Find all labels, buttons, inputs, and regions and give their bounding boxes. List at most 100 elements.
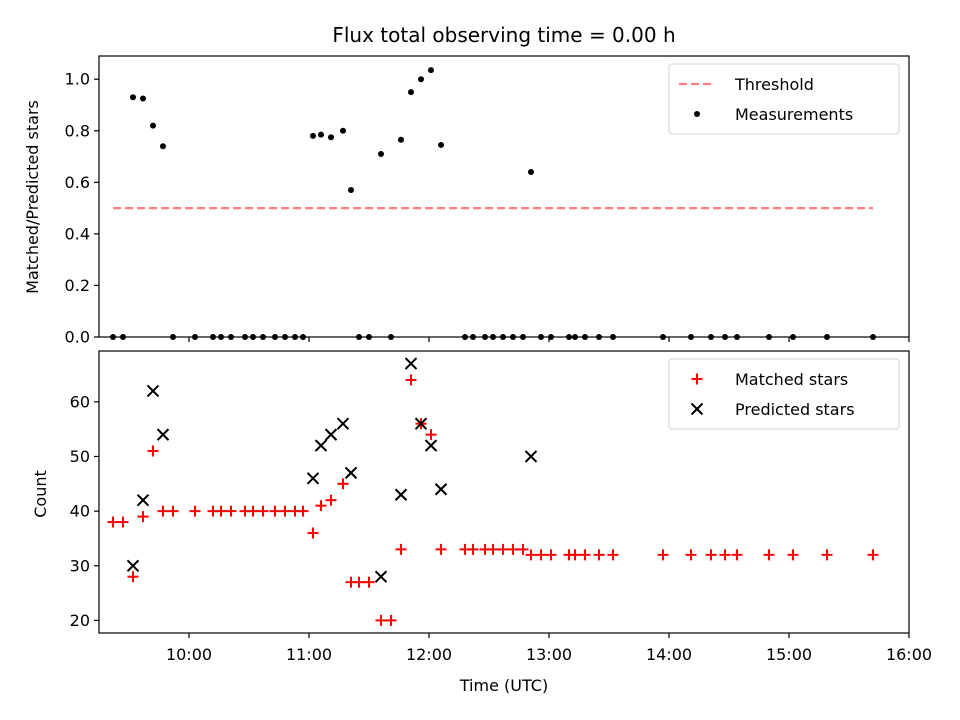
matched-star-point bbox=[395, 543, 407, 555]
matched-star-point bbox=[821, 549, 833, 561]
matched-star-point bbox=[405, 374, 417, 386]
legend-box bbox=[668, 358, 900, 430]
predicted-star-point bbox=[404, 357, 418, 370]
y-tick-label: 0.4 bbox=[65, 224, 90, 243]
matched-star-point bbox=[279, 505, 291, 517]
matched-star-point bbox=[225, 505, 237, 517]
matched-star-point bbox=[705, 549, 717, 561]
legend-box bbox=[668, 63, 900, 135]
x-tick-label: 14:00 bbox=[646, 645, 692, 664]
y-tick-label: 20 bbox=[70, 611, 90, 630]
measurement-point bbox=[428, 67, 434, 74]
x-ticks-ratio bbox=[188, 337, 910, 342]
measurement-point bbox=[318, 131, 324, 138]
x-tick-label: 16:00 bbox=[886, 645, 932, 664]
measurement-point bbox=[150, 122, 156, 129]
measurement-point bbox=[348, 187, 354, 194]
matched-star-point bbox=[325, 494, 337, 506]
matched-star-point bbox=[467, 543, 479, 555]
matched-star-point bbox=[307, 527, 319, 539]
predicted-star-point bbox=[126, 559, 140, 572]
matched-star-point bbox=[517, 543, 529, 555]
matched-star-point bbox=[257, 505, 269, 517]
predicted-star-point bbox=[374, 570, 388, 583]
legend-measurement-swatch bbox=[694, 111, 700, 117]
measurement-point bbox=[340, 127, 346, 134]
predicted-star-point bbox=[394, 488, 408, 501]
x-tick-label: 11:00 bbox=[286, 645, 332, 664]
matched-star-point bbox=[507, 543, 519, 555]
chart-title: Flux total observing time = 0.00 h bbox=[332, 23, 675, 47]
x-tick-label: 15:00 bbox=[766, 645, 812, 664]
y-tick-label: 0.6 bbox=[65, 173, 90, 192]
matched-star-point bbox=[425, 429, 437, 441]
measurement-point bbox=[408, 89, 414, 96]
predicted-star-point bbox=[344, 466, 358, 480]
y-tick-label: 0.8 bbox=[65, 121, 90, 140]
x-tick-label: 10:00 bbox=[166, 645, 212, 664]
matched-star-point bbox=[337, 478, 349, 490]
matched-star-point bbox=[867, 549, 879, 561]
matched-star-point bbox=[787, 549, 799, 561]
y-tick-label: 30 bbox=[70, 556, 90, 575]
matched-star-point bbox=[535, 549, 547, 561]
y-tick-label: 0.2 bbox=[65, 276, 90, 295]
matched-star-point bbox=[497, 543, 509, 555]
y-tick-label: 0.0 bbox=[65, 328, 90, 347]
matched-star-point bbox=[167, 505, 179, 517]
measurement-point bbox=[528, 169, 534, 176]
matched-star-point bbox=[435, 543, 447, 555]
measurement-point bbox=[378, 150, 384, 157]
matched-star-point bbox=[719, 549, 731, 561]
x-tick-label: 12:00 bbox=[406, 645, 452, 664]
legend-ratio: Threshold Measurements bbox=[668, 63, 900, 135]
ratio-panel: Flux total observing time = 0.00 h Match… bbox=[23, 23, 910, 347]
x-ticks-count: 10:00 11:00 12:00 13:00 14:00 15:00 16:00 bbox=[166, 633, 932, 664]
matched-star-point bbox=[127, 571, 139, 583]
predicted-star-point bbox=[156, 428, 170, 441]
measurement-point bbox=[328, 134, 334, 141]
legend-predicted-swatch bbox=[690, 402, 704, 416]
matched-star-point bbox=[353, 576, 365, 588]
measurement-point bbox=[140, 95, 146, 102]
measurement-point bbox=[418, 76, 424, 83]
matched-star-point bbox=[487, 543, 499, 555]
y-axis-label-count: Count bbox=[31, 470, 50, 518]
matched-star-point bbox=[569, 549, 581, 561]
measurement-point bbox=[310, 132, 316, 139]
legend-label: Measurements bbox=[735, 105, 853, 124]
y-tick-label: 1.0 bbox=[65, 70, 90, 89]
matched-star-point bbox=[593, 549, 605, 561]
legend-matched-swatch bbox=[691, 373, 703, 385]
matched-star-point bbox=[685, 549, 697, 561]
count-panel: Count Time (UTC) 20 30 40 50 60 10:00 11:00 12… bbox=[31, 350, 932, 695]
measurement-point bbox=[398, 136, 404, 143]
matched-star-point bbox=[215, 505, 227, 517]
predicted-star-point bbox=[314, 439, 328, 452]
matched-star-point bbox=[525, 549, 537, 561]
measurement-point bbox=[160, 143, 166, 150]
predicted-star-point bbox=[414, 417, 428, 430]
matched-star-point bbox=[107, 516, 119, 528]
matched-star-point bbox=[189, 505, 201, 517]
predicted-star-point bbox=[136, 493, 150, 507]
legend-label: Threshold bbox=[734, 75, 814, 94]
predicted-star-point bbox=[336, 417, 350, 430]
predicted-star-point bbox=[324, 428, 338, 441]
predicted-star-point bbox=[434, 483, 448, 496]
plot-frame-count bbox=[98, 350, 910, 634]
x-tick-label: 13:00 bbox=[526, 645, 572, 664]
matched-star-point bbox=[269, 505, 281, 517]
y-axis-label-ratio: Matched/Predicted stars bbox=[23, 100, 42, 294]
matched-star-point bbox=[545, 549, 557, 561]
legend-count: Matched stars Predicted stars bbox=[668, 358, 900, 430]
measurement-point bbox=[438, 141, 444, 148]
matched-star-point bbox=[137, 511, 149, 523]
predicted-star-point bbox=[524, 450, 538, 463]
y-ticks-ratio: 0.0 0.2 0.4 0.6 0.8 1.0 bbox=[65, 70, 99, 347]
legend-label: Matched stars bbox=[735, 370, 848, 389]
y-ticks-count: 20 30 40 50 60 bbox=[70, 392, 99, 630]
predicted-star-point bbox=[424, 439, 438, 452]
matched-star-point bbox=[763, 549, 775, 561]
matched-star-point bbox=[375, 614, 387, 626]
